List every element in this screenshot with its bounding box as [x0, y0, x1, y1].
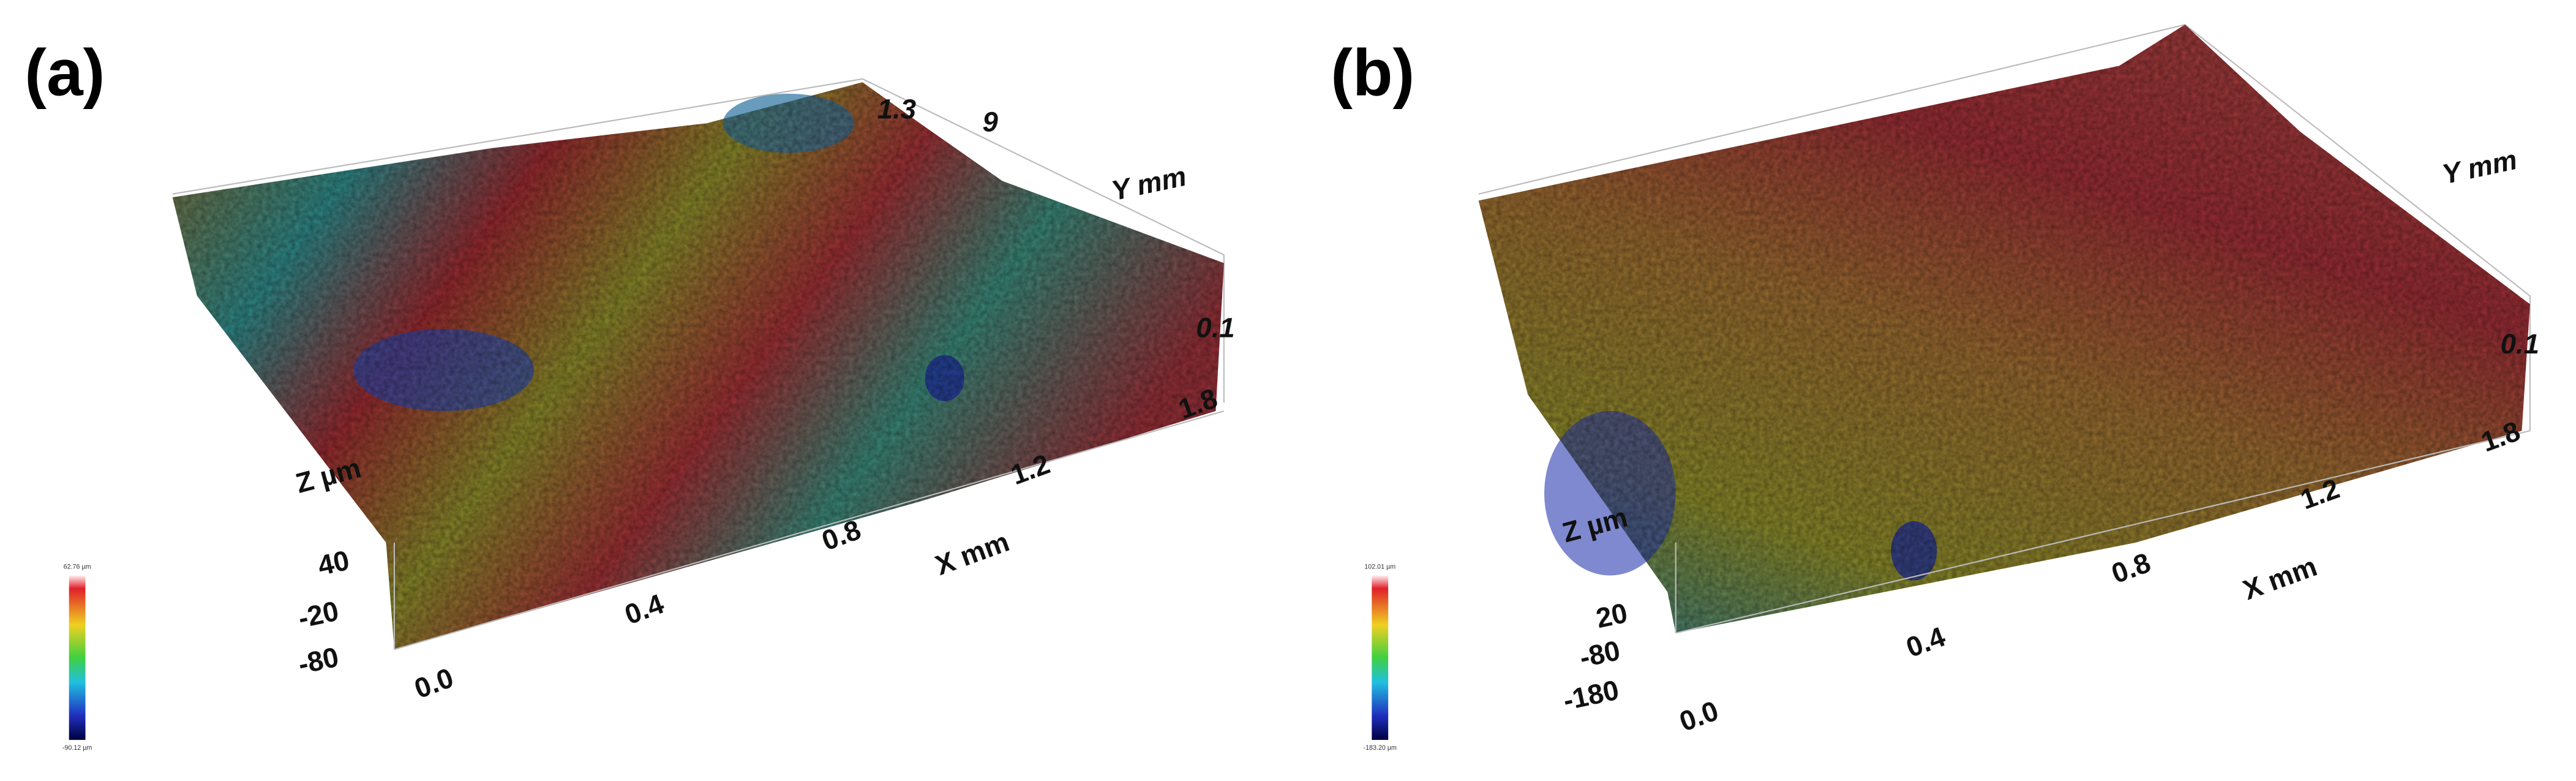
- surface-a: [172, 78, 1225, 651]
- x-tick-label: 0.0: [410, 662, 457, 705]
- z-tick-label: -80: [1577, 635, 1623, 674]
- colorbar-max: 62.76 µm: [64, 564, 91, 571]
- z-tick-label: -80: [295, 641, 341, 681]
- z-tick-label: -20: [295, 595, 341, 635]
- colorbar-min: -183.20 µm: [1364, 744, 1397, 752]
- y-tick-label: 9: [982, 107, 998, 138]
- colorbar-min: -90.12 µm: [62, 744, 92, 752]
- x-tick-label: 0.4: [1902, 621, 1950, 663]
- panel-label: (b): [1331, 36, 1414, 110]
- colorbar-max: 102.01 µm: [1364, 564, 1395, 571]
- colorbar: [1372, 575, 1389, 740]
- y-axis-label: Y mm: [2439, 144, 2520, 191]
- x-axis-label: X mm: [2239, 551, 2321, 606]
- x-axis-label: X mm: [931, 526, 1013, 581]
- z-tick-label: 20: [1593, 597, 1630, 634]
- z-tick-label: 40: [315, 545, 352, 581]
- colorbar: [69, 575, 86, 740]
- x-tick-label: 0.0: [1675, 695, 1722, 738]
- x-tick-label: 0.8: [2108, 547, 2155, 590]
- panel-label: (a): [24, 36, 105, 110]
- y-axis-label: Y mm: [1109, 160, 1189, 207]
- x-tick-label: 0.4: [621, 588, 669, 631]
- z-tick-label: -180: [1560, 674, 1621, 716]
- surface-b: [1478, 24, 2531, 634]
- y-tick-label: 1.3: [877, 93, 916, 124]
- y-tick-label: 0.1: [2501, 328, 2539, 360]
- y-tick-label: 0.1: [1196, 312, 1234, 343]
